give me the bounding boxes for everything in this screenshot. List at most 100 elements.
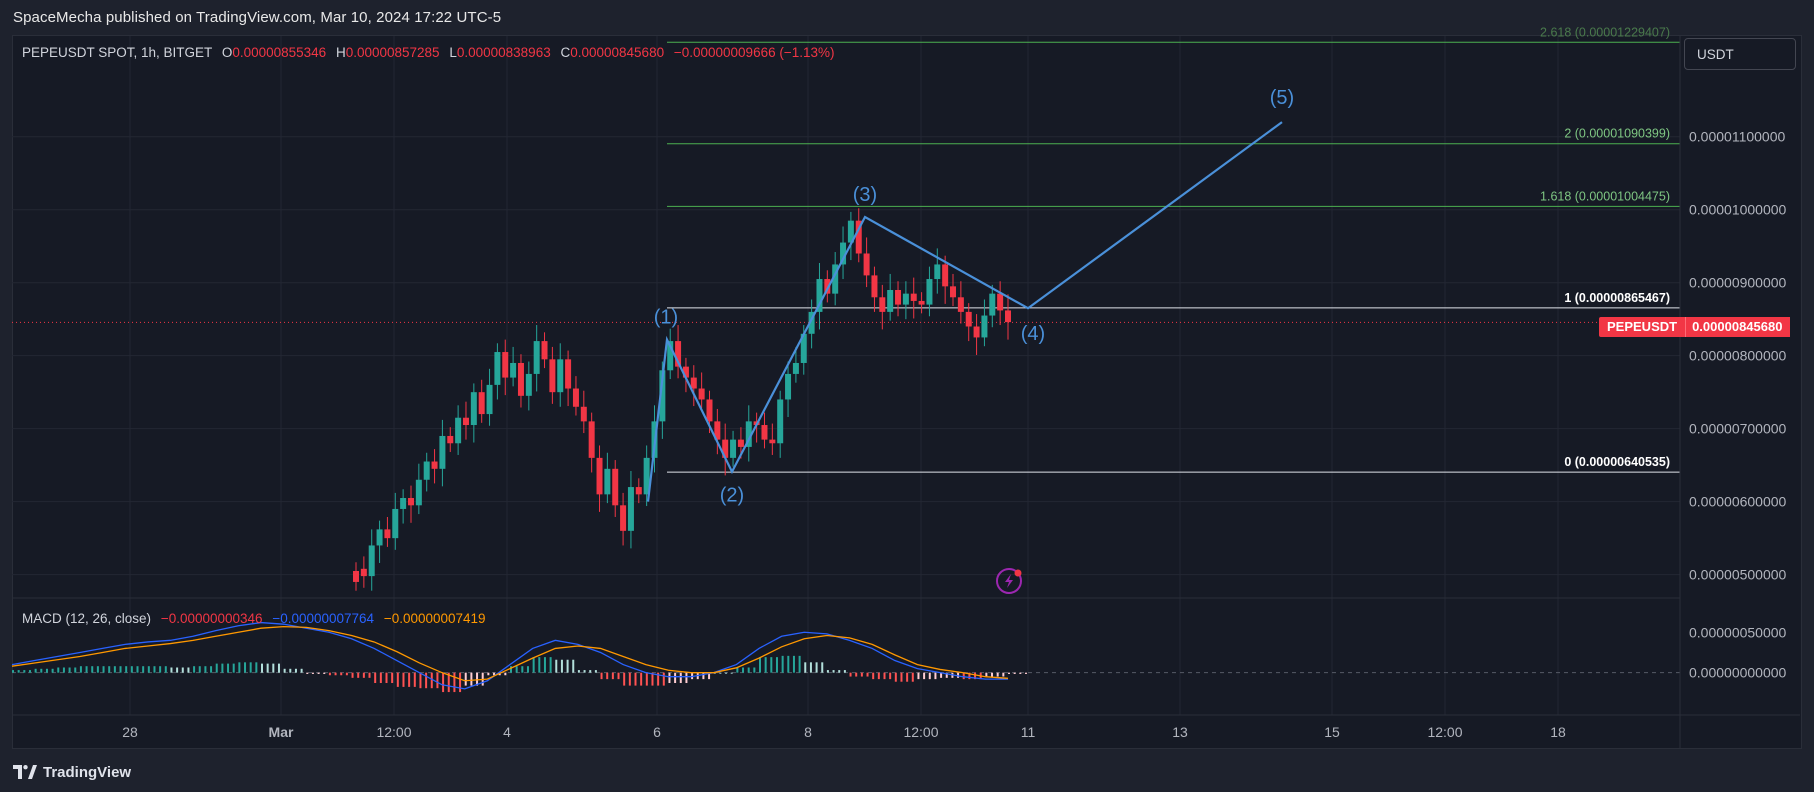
macd-histogram-bar — [374, 672, 377, 684]
candle-body — [730, 439, 737, 458]
candle-body — [714, 421, 721, 440]
macd-histogram-bar — [662, 672, 665, 686]
macd-histogram-bar — [102, 666, 105, 673]
macd-tick-label: 0.00000000000 — [1689, 665, 1787, 681]
wave-label: (5) — [1270, 87, 1294, 109]
macd-histogram-bar — [838, 670, 841, 673]
macd-signal-line — [11, 625, 1009, 682]
candle-body — [722, 439, 729, 458]
candle-body — [824, 279, 831, 294]
candle-body — [580, 406, 587, 422]
macd-histogram-bar — [911, 672, 914, 682]
candle-body — [517, 362, 524, 396]
macd-histogram-bar — [747, 667, 750, 673]
chart-grid — [12, 36, 1680, 715]
macd-pane — [11, 621, 1680, 693]
wave-label: (1) — [654, 307, 678, 329]
macd-histogram-bar — [368, 672, 371, 678]
candle-body — [549, 359, 556, 393]
macd-histogram-bar — [317, 672, 320, 674]
macd-histogram-bar — [193, 666, 196, 673]
time-tick-label: 12:00 — [376, 724, 411, 740]
candle-body — [847, 220, 854, 243]
candle-body — [957, 297, 964, 312]
macd-histogram-bar — [391, 672, 394, 684]
last-price-tag: PEPEUSDT 0.00000845680 — [1599, 317, 1791, 337]
macd-histogram-bar — [753, 667, 756, 673]
candle-body — [989, 293, 996, 316]
macd-histogram-bar — [985, 672, 988, 677]
candle-body — [792, 362, 799, 374]
macd-histogram-bar — [408, 672, 411, 687]
macd-histogram-bar — [12, 670, 14, 673]
macd-histogram-bar — [17, 670, 20, 673]
macd-histogram-bar — [74, 667, 77, 673]
macd-histogram-bar — [826, 670, 829, 673]
macd-histogram-bar — [730, 672, 733, 674]
chart-frame[interactable] — [12, 35, 1802, 749]
candle-body — [533, 341, 540, 374]
time-tick-label: 11 — [1021, 724, 1036, 740]
macd-line — [11, 621, 1008, 690]
candle-body — [502, 352, 509, 378]
macd-histogram-bar — [85, 666, 88, 673]
macd-histogram-bar — [108, 666, 111, 673]
candle-body — [808, 311, 815, 334]
candle-body — [525, 373, 532, 396]
price-tick-label: 0.00000900000 — [1689, 275, 1787, 291]
macd-tick-label: 0.00000050000 — [1689, 624, 1787, 640]
candle-body — [368, 545, 375, 577]
candle-body — [973, 326, 980, 338]
macd-histogram-bar — [566, 659, 569, 673]
macd-histogram-bar — [617, 672, 620, 680]
price-tick-label: 0.00000700000 — [1689, 421, 1787, 437]
macd-histogram-bar — [244, 662, 247, 673]
candle-body — [690, 377, 697, 389]
macd-histogram-bar — [685, 672, 688, 684]
tradingview-logo[interactable]: TradingView — [13, 762, 131, 782]
macd-histogram-bar — [589, 670, 592, 673]
macd-histogram-bar — [674, 672, 677, 684]
macd-histogram-bar — [119, 666, 122, 673]
candle-body — [478, 392, 485, 415]
candle-body — [455, 417, 462, 444]
macd-histogram-bar — [159, 666, 162, 673]
macd-histogram-bar — [442, 672, 445, 693]
macd-histogram-bar — [300, 668, 303, 673]
elliott-wave-drawing: (1) (2) (3) (4) (5) — [646, 87, 1294, 507]
candle-body — [769, 439, 776, 444]
macd-histogram-bar — [708, 672, 711, 680]
macd-histogram-bar — [255, 662, 258, 673]
macd-histogram-bar — [866, 672, 869, 677]
candle-body — [643, 457, 650, 495]
macd-histogram-bar — [742, 667, 745, 673]
macd-histogram-bar — [62, 667, 65, 673]
macd-histogram-bar — [493, 672, 496, 676]
candle-body — [572, 388, 579, 407]
macd-histogram-bar — [764, 657, 767, 673]
macd-histogram-bar — [770, 657, 773, 673]
macd-histogram-bar — [928, 672, 931, 680]
macd-histogram-bar — [510, 666, 512, 673]
macd-histogram-bar — [113, 666, 116, 673]
lightning-icon[interactable] — [996, 568, 1022, 594]
price-tick-label: 0.00001000000 — [1689, 202, 1787, 218]
candle-body — [384, 529, 391, 539]
macd-histogram-bar — [272, 663, 275, 673]
macd-histogram-bar — [51, 668, 54, 673]
macd-histogram-bar — [198, 666, 201, 673]
candle-body — [353, 570, 359, 582]
macd-histogram-bar — [164, 666, 167, 673]
macd-histogram-bar — [504, 672, 507, 676]
macd-histogram-bar — [227, 663, 230, 673]
macd-histogram-bar — [362, 672, 365, 678]
macd-histogram-bar — [804, 662, 807, 673]
candle-body — [620, 505, 627, 531]
macd-histogram-bar — [45, 668, 48, 673]
candle-body — [1005, 310, 1011, 323]
currency-button[interactable]: USDT — [1684, 38, 1796, 70]
macd-histogram-bar — [430, 672, 433, 689]
candle-body — [855, 220, 862, 254]
macd-histogram-bar — [204, 666, 207, 673]
